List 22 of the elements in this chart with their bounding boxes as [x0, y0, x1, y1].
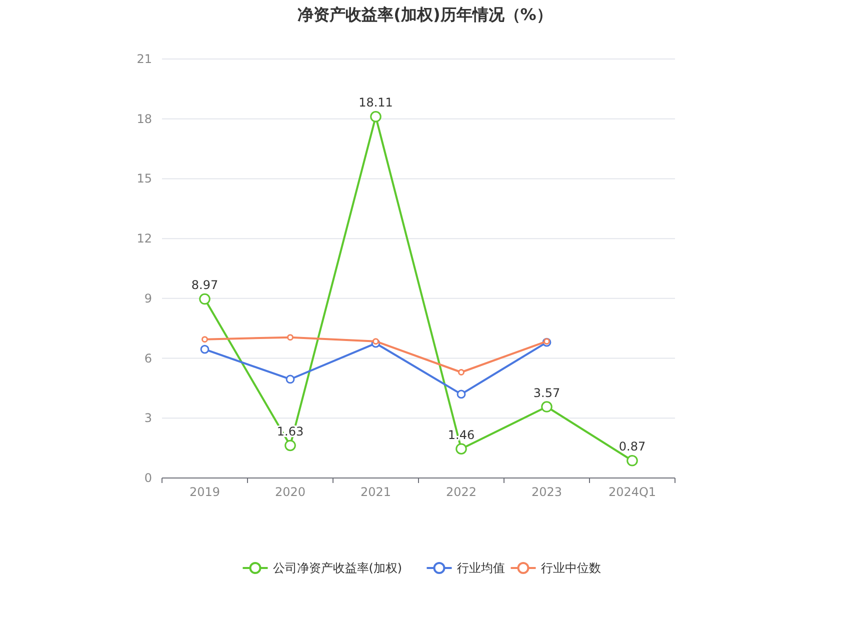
y-tick-label: 6 [144, 351, 152, 366]
x-tick-label: 2023 [531, 485, 562, 499]
y-tick-label: 12 [136, 232, 152, 246]
legend-label: 公司净资产收益率(加权) [272, 561, 402, 575]
x-tick-label: 2019 [189, 485, 220, 499]
data-label: 0.87 [618, 440, 646, 454]
y-tick-label: 0 [144, 471, 152, 485]
x-tick-label: 2021 [360, 485, 392, 499]
x-tick-label: 2022 [446, 485, 477, 499]
y-tick-label: 18 [136, 112, 152, 126]
y-tick-label: 21 [136, 52, 152, 66]
data-label: 8.97 [191, 278, 218, 292]
y-tick-label: 3 [144, 411, 152, 426]
y-tick-label: 15 [136, 172, 152, 186]
data-label: 18.11 [358, 96, 393, 110]
x-tick-label: 2024Q1 [608, 485, 656, 499]
data-label: 3.57 [533, 386, 560, 400]
legend-label: 行业中位数 [540, 561, 601, 575]
x-tick-label: 2020 [274, 485, 306, 499]
y-tick-label: 9 [144, 291, 152, 306]
chart-title: 净资产收益率(加权)历年情况（%） [298, 5, 552, 24]
legend-label: 行业均值 [456, 561, 505, 575]
